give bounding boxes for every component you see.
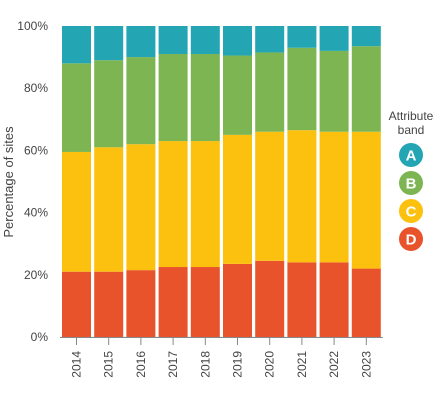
- x-tick-label: 2019: [231, 351, 245, 378]
- x-tick-label: 2021: [295, 351, 309, 378]
- legend-marker-D: [399, 227, 423, 251]
- y-axis-ticks: 0% 20% 40% 60% 80% 100%: [17, 19, 48, 344]
- bar-segment-C-2018: [190, 141, 220, 268]
- y-tick-label: 100%: [17, 19, 48, 33]
- bar-segment-C-2023: [351, 131, 381, 269]
- bar-segment-D-2022: [319, 262, 349, 337]
- legend-title-line-1: Attribute: [389, 109, 434, 123]
- x-axis-ticks: 2014 2015 2016 2017 2018 2019 2020 2021 2022 2023: [70, 338, 373, 378]
- bar-segment-C-2020: [255, 131, 285, 261]
- y-tick-label: 40%: [24, 206, 48, 220]
- bar-segment-B-2019: [223, 55, 252, 135]
- bar-segment-B-2023: [351, 46, 381, 132]
- bar-segment-B-2014: [62, 63, 91, 152]
- bar-segment-A-2022: [319, 26, 349, 51]
- y-tick-label: 0%: [31, 330, 49, 344]
- bar-segment-D-2020: [255, 260, 285, 337]
- x-tick-label: 2016: [134, 351, 148, 378]
- x-tick-label: 2017: [166, 351, 180, 378]
- bar-segment-A-2018: [190, 26, 220, 54]
- x-tick-label: 2014: [70, 351, 84, 378]
- bar-segment-C-2014: [62, 151, 91, 272]
- legend-label-B: B: [406, 176, 417, 193]
- bar-segment-A-2015: [94, 26, 124, 61]
- legend-label-A: A: [406, 148, 417, 165]
- legend-marker-B: [399, 171, 423, 195]
- bar-segment-D-2021: [287, 262, 317, 337]
- bar-segment-D-2016: [126, 270, 156, 337]
- x-tick-label: 2020: [263, 351, 277, 378]
- bar-segment-D-2017: [158, 267, 188, 337]
- bar-segment-D-2023: [351, 268, 381, 337]
- bar-segment-C-2022: [319, 131, 349, 263]
- bar-segment-C-2019: [223, 134, 252, 264]
- bar-segment-A-2020: [255, 26, 285, 53]
- bar-segment-C-2017: [158, 141, 188, 268]
- bar-segment-C-2016: [126, 144, 156, 271]
- bar-segment-B-2016: [126, 57, 156, 145]
- legend-label-C: C: [406, 204, 417, 221]
- bar-segment-D-2018: [190, 267, 220, 337]
- legend-label-D: D: [406, 232, 417, 249]
- bar-segment-D-2014: [62, 271, 91, 337]
- bar-segment-C-2021: [287, 130, 317, 263]
- bar-segment-D-2019: [223, 263, 252, 337]
- bar-segment-B-2022: [319, 50, 349, 132]
- legend-marker-C: [399, 199, 423, 223]
- bar-segment-B-2021: [287, 47, 317, 131]
- x-tick-label: 2022: [327, 351, 341, 378]
- bar-segment-B-2015: [94, 60, 124, 148]
- bar-segment-D-2015: [94, 271, 124, 337]
- bar-segment-C-2015: [94, 147, 124, 272]
- bar-segment-A-2023: [351, 26, 381, 47]
- bar-segment-A-2021: [287, 26, 317, 48]
- bars: [62, 26, 381, 337]
- y-tick-label: 20%: [24, 268, 48, 282]
- bar-segment-B-2017: [158, 53, 188, 142]
- bar-segment-A-2014: [62, 26, 91, 64]
- bar-segment-A-2019: [223, 26, 252, 56]
- legend-title-line-2: band: [398, 123, 425, 137]
- x-tick-label: 2023: [359, 351, 373, 378]
- bar-segment-B-2018: [190, 53, 220, 142]
- y-tick-label: 80%: [24, 81, 48, 95]
- bar-segment-B-2020: [255, 52, 285, 132]
- y-axis-title: Percentage of sites: [1, 126, 16, 238]
- x-tick-label: 2015: [102, 351, 116, 378]
- legend-marker-A: [399, 143, 423, 167]
- bar-segment-A-2016: [126, 26, 156, 58]
- y-tick-label: 60%: [24, 143, 48, 157]
- bar-segment-A-2017: [158, 26, 188, 54]
- x-tick-label: 2018: [198, 351, 212, 378]
